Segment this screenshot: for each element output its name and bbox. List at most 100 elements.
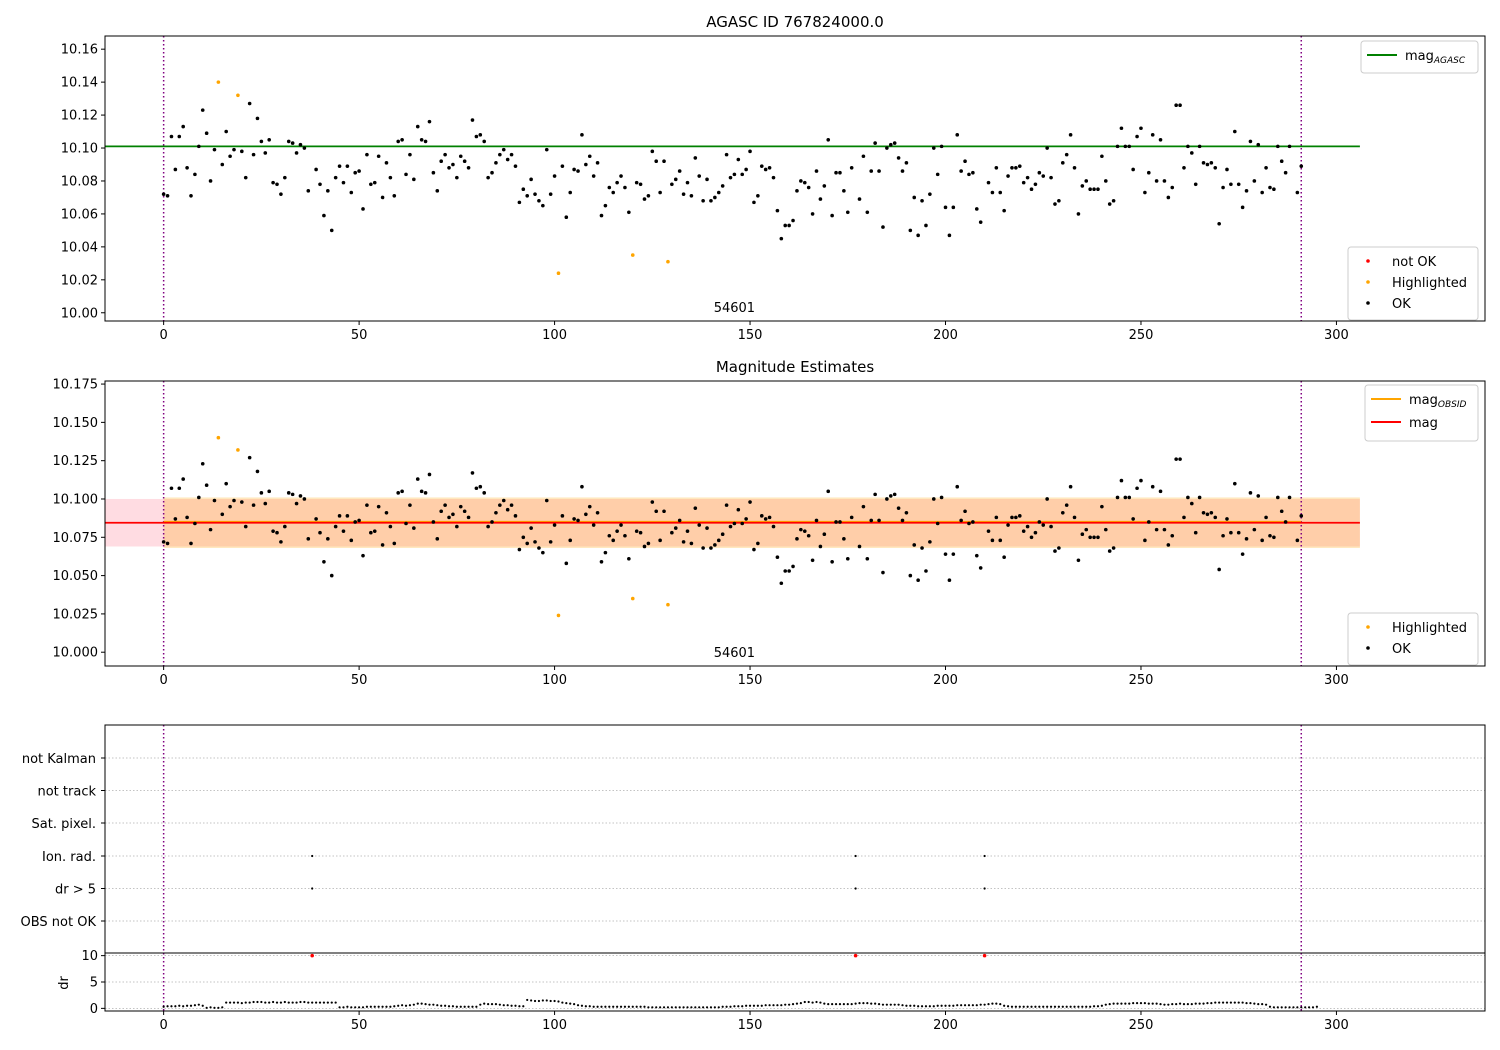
- ok-point: [736, 507, 741, 512]
- dr-point: [1108, 1003, 1111, 1006]
- ok-point: [572, 517, 576, 521]
- ok-point: [693, 156, 698, 160]
- ok-point: [900, 169, 905, 173]
- ok-point: [404, 172, 408, 177]
- ok-point: [1201, 510, 1206, 515]
- dr-point: [944, 1004, 947, 1007]
- ok-point: [396, 491, 401, 495]
- ok-point: [646, 541, 651, 546]
- ok-point: [1053, 549, 1057, 553]
- legend-box: [1360, 40, 1479, 74]
- dr-point: [913, 1004, 916, 1007]
- ok-point: [896, 506, 901, 510]
- legend-marker-not OK: [1366, 259, 1370, 263]
- ok-point: [603, 550, 608, 555]
- dr-point: [1194, 1002, 1197, 1005]
- ok-point: [322, 213, 326, 218]
- ok-point: [842, 189, 846, 193]
- ok-point: [580, 484, 584, 489]
- panel-flags: not Kalman not track Sat. pixel. Ion. rad. d…: [21, 724, 1486, 954]
- ok-point: [1088, 535, 1092, 540]
- ok-point: [1193, 530, 1198, 535]
- ok-point: [1295, 538, 1300, 543]
- x-tick-label: 0: [159, 328, 167, 343]
- ok-point: [642, 197, 647, 201]
- dr-point: [490, 1003, 494, 1006]
- legend-label: mag: [1409, 416, 1438, 431]
- ok-point: [607, 185, 612, 190]
- highlighted-point: [216, 435, 221, 440]
- ok-point: [1272, 187, 1276, 192]
- ok-point: [349, 190, 354, 195]
- ok-point: [935, 521, 940, 526]
- ok-point: [173, 517, 178, 521]
- ok-point: [959, 518, 963, 523]
- ok-point: [935, 172, 940, 177]
- ok-point: [896, 156, 901, 160]
- ok-point: [1279, 159, 1284, 164]
- ok-point: [713, 195, 717, 200]
- ok-point: [1041, 174, 1046, 178]
- ok-point: [247, 101, 252, 106]
- ok-point: [716, 538, 721, 543]
- dr-point: [1280, 1006, 1283, 1009]
- ok-point: [904, 510, 909, 515]
- ok-point: [1158, 489, 1163, 494]
- dr-point: [350, 1006, 353, 1009]
- ok-point: [1143, 538, 1147, 543]
- ok-point: [1287, 495, 1292, 500]
- obsid-label: 54601: [714, 301, 755, 316]
- dr-point: [1018, 1005, 1021, 1008]
- ok-point: [1225, 167, 1229, 172]
- ok-point: [1057, 198, 1061, 203]
- dr-point: [217, 1006, 220, 1009]
- ok-point: [1123, 144, 1128, 149]
- ok-point: [1244, 537, 1249, 541]
- flag-point: [983, 854, 986, 858]
- highlighted-point: [216, 80, 221, 84]
- dr-point: [338, 1006, 341, 1009]
- dr-point: [451, 1005, 455, 1008]
- ok-point: [408, 152, 412, 157]
- dr-point: [690, 1006, 693, 1009]
- ok-point: [892, 141, 897, 145]
- ok-point: [1017, 164, 1022, 168]
- ok-point: [673, 526, 678, 530]
- ok-point: [419, 489, 424, 494]
- ok-point: [165, 541, 170, 546]
- ok-point: [357, 518, 361, 523]
- ok-point: [372, 180, 377, 185]
- dr-point: [686, 1006, 689, 1009]
- ok-point: [990, 190, 995, 195]
- ok-point: [1162, 527, 1167, 532]
- ok-point: [1182, 515, 1186, 520]
- dr-point: [1147, 1002, 1150, 1005]
- dr-point: [1218, 1001, 1221, 1004]
- ok-point: [541, 203, 545, 208]
- dr-point: [213, 1006, 216, 1009]
- ok-point: [447, 165, 451, 170]
- dr-point: [193, 1004, 197, 1007]
- ok-point: [1060, 510, 1065, 515]
- ok-point: [720, 532, 725, 537]
- dr-point: [600, 1005, 603, 1008]
- ok-point: [1045, 497, 1049, 501]
- ok-point: [208, 179, 213, 183]
- ok-point: [1174, 457, 1178, 461]
- ok-point: [380, 195, 385, 200]
- ok-point: [842, 537, 846, 541]
- dr-point: [647, 1006, 650, 1009]
- ok-point: [392, 193, 397, 198]
- ok-point: [1092, 187, 1096, 192]
- ok-point: [482, 139, 487, 144]
- dr-point: [874, 1002, 877, 1005]
- ok-point: [904, 161, 909, 165]
- dr-point: [639, 1005, 642, 1008]
- dr-point: [1034, 1005, 1037, 1008]
- dr-point: [619, 1005, 623, 1008]
- ok-point: [548, 192, 553, 196]
- ok-point: [1201, 161, 1206, 165]
- ok-point: [759, 164, 764, 168]
- ok-point: [1166, 195, 1171, 200]
- ok-point: [713, 543, 717, 547]
